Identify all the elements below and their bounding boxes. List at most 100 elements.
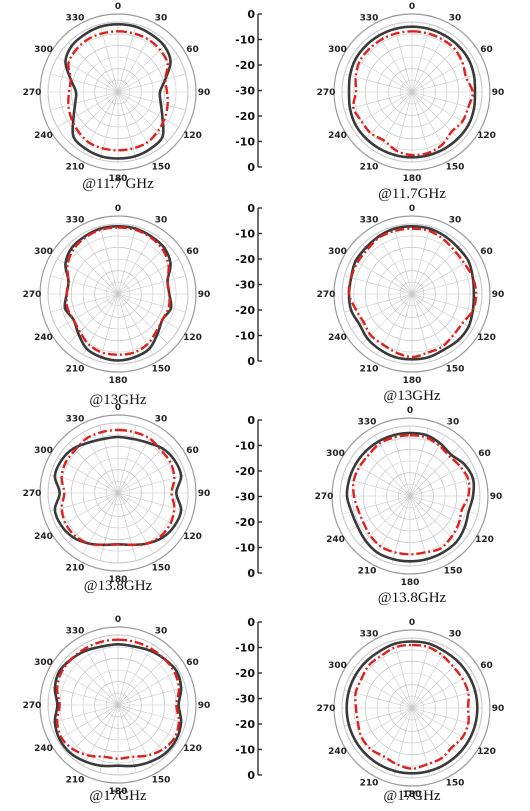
- polar-spoke: [117, 644, 154, 706]
- angle-label-0: 0: [115, 615, 121, 625]
- polar-spoke: [411, 226, 431, 295]
- db-scale-label: -10: [235, 136, 255, 149]
- polar-spoke: [117, 293, 179, 330]
- polar-spoke: [117, 669, 179, 706]
- polar-spoke: [50, 686, 119, 706]
- angle-label-30: 30: [449, 630, 462, 640]
- angle-label-210: 210: [360, 364, 379, 374]
- polar-frame: [39, 13, 197, 171]
- polar-spoke: [117, 704, 186, 724]
- db-scale-label: -20: [235, 110, 255, 123]
- angle-label-330: 330: [358, 418, 377, 428]
- angle-label-60: 60: [186, 446, 199, 456]
- polar-chart-7: 0 30 60 90 120 150 180 210 240 270 300 330: [23, 615, 211, 797]
- angle-label-0: 0: [407, 406, 413, 416]
- angle-label-210: 210: [66, 563, 85, 573]
- angle-label-0: 0: [115, 204, 121, 214]
- polar-spoke: [99, 226, 119, 295]
- angle-label-240: 240: [328, 131, 347, 141]
- polar-spoke: [117, 492, 179, 529]
- polar-spoke: [117, 655, 168, 706]
- angle-label-330: 330: [66, 216, 85, 226]
- polar-chart-1: 0 30 60 90 120 150 180 210 240 270 300 330: [23, 2, 211, 184]
- angle-label-120: 120: [183, 744, 202, 754]
- polar-spoke: [393, 24, 413, 93]
- angle-label-90: 90: [198, 88, 211, 98]
- polar-spoke: [117, 226, 137, 295]
- polar-spoke: [393, 293, 413, 362]
- angle-label-330: 330: [66, 627, 85, 637]
- series-dashed-line: [55, 638, 181, 760]
- polar-spoke: [393, 226, 413, 295]
- polar-spoke: [117, 704, 168, 755]
- angle-label-270: 270: [23, 290, 42, 300]
- angle-label-180: 180: [401, 578, 420, 588]
- polar-spoke: [411, 293, 462, 344]
- angle-label-180: 180: [109, 787, 128, 797]
- polar-chart-3: 0 30 60 90 120 150 180 210 240 270 300 330: [23, 204, 211, 386]
- angle-label-120: 120: [183, 333, 202, 343]
- angle-label-120: 120: [475, 535, 494, 545]
- polar-spoke: [117, 293, 137, 362]
- db-scale-label: 0: [247, 161, 255, 174]
- angle-label-150: 150: [152, 563, 171, 573]
- polar-spoke: [117, 425, 137, 494]
- polar-spoke: [99, 704, 119, 773]
- polar-spoke: [99, 425, 119, 494]
- polar-spoke: [117, 73, 186, 93]
- polar-spoke: [411, 293, 431, 362]
- polar-spoke: [409, 495, 446, 557]
- polar-frame: [39, 215, 197, 373]
- angle-label-210: 210: [66, 364, 85, 374]
- angle-label-60: 60: [186, 247, 199, 257]
- angle-label-0: 0: [409, 204, 415, 214]
- db-scale-label: -10: [235, 542, 255, 555]
- captions-layer: @11.7 GHz @11.7GHz @13GHz @13GHz @13.8GHz @13…: [82, 176, 446, 804]
- series-solid-line: [347, 225, 476, 361]
- polar-spoke: [349, 495, 411, 532]
- polar-spoke: [117, 457, 179, 494]
- polar-spoke: [99, 293, 119, 362]
- polar-spoke: [362, 707, 413, 758]
- polar-spoke: [57, 704, 119, 741]
- polar-spoke: [68, 293, 119, 344]
- angle-label-180: 180: [109, 575, 128, 585]
- polar-chart-6: 0 30 60 90 120 150 180 210 240 270 300 330: [315, 406, 503, 588]
- angle-label-330: 330: [360, 630, 379, 640]
- polar-spoke: [57, 457, 119, 494]
- angle-label-240: 240: [34, 333, 53, 343]
- polar-spoke: [117, 704, 137, 773]
- polar-chart-5: 0 30 60 90 120 150 180 210 240 270 300 330: [23, 403, 211, 585]
- db-scale-label: -10: [235, 440, 255, 453]
- series-dashed-line: [60, 428, 176, 547]
- series-solid-line: [63, 225, 173, 362]
- angle-label-330: 330: [66, 14, 85, 24]
- db-scale-label: -20: [235, 667, 255, 680]
- angle-label-270: 270: [23, 701, 42, 711]
- polar-spoke: [82, 233, 119, 295]
- db-scale-2: 0 -10 -20 -30 -20 -10 0: [235, 202, 262, 368]
- db-scale-4: 0 -10 -20 -30 -20 -10 0: [235, 616, 262, 782]
- db-scale-label: -20: [235, 718, 255, 731]
- angle-label-210: 210: [360, 162, 379, 172]
- polar-spoke: [411, 275, 480, 295]
- series-dashed-line: [347, 227, 478, 359]
- db-scale-label: 0: [247, 202, 255, 215]
- angle-label-300: 300: [328, 661, 347, 671]
- polar-spoke: [50, 293, 119, 313]
- polar-spoke: [50, 275, 119, 295]
- series-dashed-line: [354, 643, 470, 770]
- polar-spoke: [409, 435, 446, 497]
- angle-label-330: 330: [360, 14, 379, 24]
- db-scale-label: -30: [235, 279, 255, 292]
- polar-spoke: [411, 293, 480, 313]
- polar-spoke: [68, 492, 119, 543]
- angle-label-180: 180: [109, 174, 128, 184]
- polar-spoke: [342, 495, 411, 515]
- polar-spoke: [117, 293, 168, 344]
- db-scale-label: -10: [235, 642, 255, 655]
- angle-label-270: 270: [317, 704, 336, 714]
- polar-spoke: [117, 24, 137, 93]
- polar-spoke: [50, 91, 119, 111]
- polar-spoke: [409, 495, 429, 564]
